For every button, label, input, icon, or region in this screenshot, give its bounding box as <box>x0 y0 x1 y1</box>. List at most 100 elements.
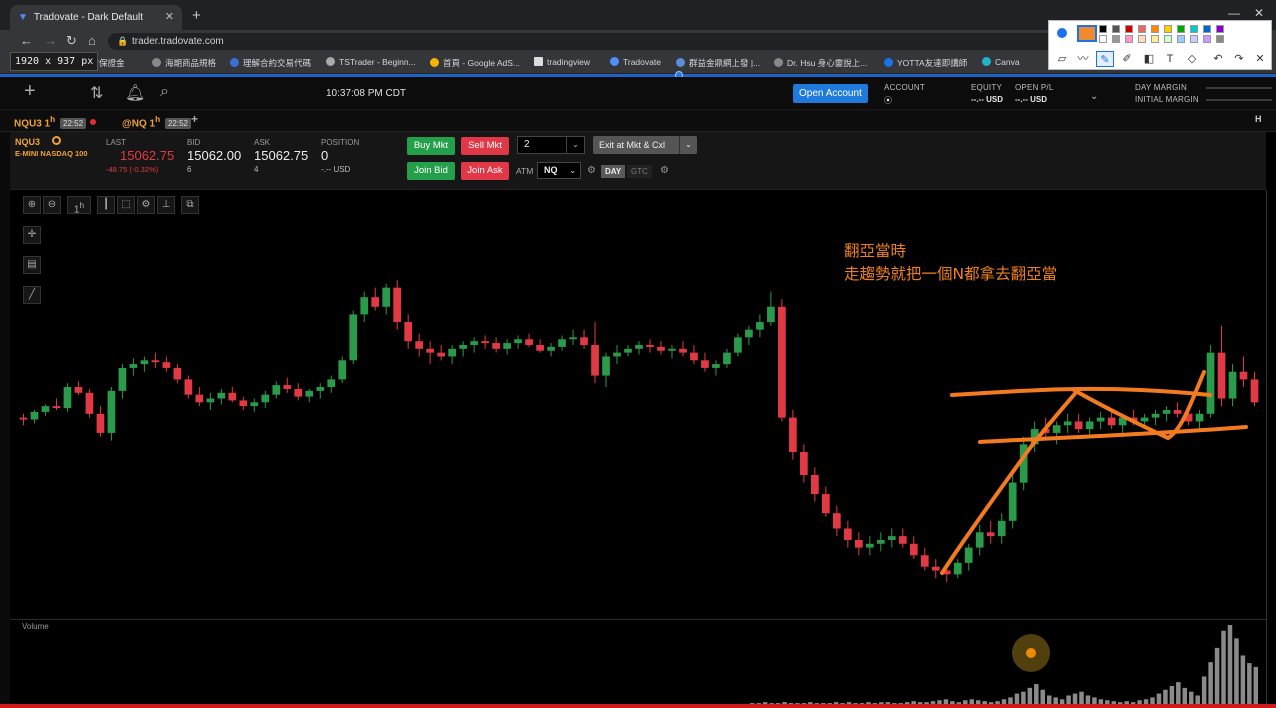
bookmark-item[interactable]: YOTTA友達即講師 <box>884 57 967 69</box>
close-tab-icon[interactable]: ✕ <box>164 11 174 23</box>
search-icon[interactable]: ⌕ <box>160 83 169 100</box>
indicators-icon[interactable]: ⊥ <box>157 196 175 214</box>
gear-icon[interactable]: ⚙ <box>137 196 155 214</box>
tab-nq[interactable]: @NQ 1h 22:52 <box>122 114 191 130</box>
close-icon[interactable]: ✕ <box>1255 53 1265 65</box>
color-swatch[interactable] <box>1190 35 1198 43</box>
color-swatch[interactable] <box>1177 35 1185 43</box>
highlighter-icon[interactable]: ✐ <box>1122 53 1132 65</box>
bookmark-item[interactable]: 首頁 - Google AdS... <box>430 57 520 69</box>
fill-icon[interactable]: ◧ <box>1143 53 1155 65</box>
bookmark-item[interactable]: 海期商品規格 <box>152 57 216 69</box>
undo-icon[interactable]: ↶ <box>1213 53 1223 65</box>
bookmark-item[interactable]: Canva <box>982 57 1020 67</box>
atm-select[interactable]: NQ ⌄ <box>537 162 581 179</box>
bookmark-item[interactable]: 理解合約交易代碼 <box>230 57 311 69</box>
candle-body <box>195 394 204 403</box>
price-chart[interactable]: ⊕ ⊖ 1h ┃ ⬚ ⚙ ⊥ ⧉ ✛ ▤ ╱ 翻亞當時 走趨勢就把一個N都拿去翻… <box>10 190 1266 618</box>
color-swatch[interactable] <box>1125 35 1133 43</box>
color-swatch[interactable] <box>1099 35 1107 43</box>
bookmark-item[interactable]: tradingview <box>534 57 590 67</box>
bookmark-item[interactable]: 期貨保證金 <box>82 58 125 68</box>
bookmark-item[interactable]: 群益金鼎網上發 |... <box>676 57 760 69</box>
ask-price: 15062.75 <box>254 148 309 163</box>
color-swatch[interactable] <box>1151 35 1159 43</box>
gtc-toggle[interactable]: GTC <box>627 165 652 178</box>
exit-at-market-button[interactable]: Exit at Mkt & Cxl ⌄ <box>593 136 697 154</box>
bookmark-item[interactable]: Tradovate <box>610 57 661 67</box>
layout-icon[interactable]: ⧉ <box>181 196 199 214</box>
notes-icon[interactable]: ▤ <box>23 256 41 274</box>
color-swatch[interactable] <box>1203 35 1211 43</box>
day-toggle[interactable]: DAY <box>601 165 626 178</box>
color-swatch[interactable] <box>1203 25 1211 33</box>
add-tab-button[interactable]: + <box>191 112 199 126</box>
color-swatch[interactable] <box>1099 25 1107 33</box>
candlestick-plot[interactable] <box>10 190 1266 618</box>
buy-market-button[interactable]: Buy Mkt <box>407 137 455 155</box>
crosshair-icon[interactable]: ✛ <box>23 226 41 244</box>
gear-icon[interactable]: ⚙ <box>587 165 596 176</box>
sell-market-button[interactable]: Sell Mkt <box>461 137 509 155</box>
candle-body <box>437 352 446 357</box>
minimize-window-button[interactable]: — <box>1228 6 1240 20</box>
quantity-stepper[interactable]: 2 ⌄ <box>517 136 585 154</box>
color-swatch[interactable] <box>1138 25 1146 33</box>
chevron-down-icon[interactable]: ⌄ <box>566 137 584 153</box>
text-icon[interactable]: T <box>1166 53 1174 65</box>
color-swatch[interactable] <box>1177 25 1185 33</box>
color-swatch[interactable] <box>1138 35 1146 43</box>
tab-nqu3[interactable]: NQU3 1h 22:52 <box>14 114 97 130</box>
forward-icon[interactable]: → <box>44 33 57 48</box>
close-window-button[interactable]: ✕ <box>1254 6 1265 20</box>
home-icon[interactable]: ⌂ <box>88 33 96 48</box>
url-field[interactable]: 🔒 trader.tradovate.com <box>108 33 1178 50</box>
reload-icon[interactable]: ↻ <box>66 33 77 48</box>
zoom-in-icon[interactable]: ⊕ <box>23 196 41 214</box>
video-progress-bar[interactable] <box>0 704 1276 708</box>
candle-body <box>371 297 380 307</box>
bookmark-item[interactable]: TSTrader - Beginn... <box>326 57 416 67</box>
symbol[interactable]: NQU3 <box>15 137 41 147</box>
color-swatch[interactable] <box>1125 25 1133 33</box>
pen-icon[interactable]: ✎ <box>1096 51 1114 67</box>
gear-icon[interactable]: ⚙ <box>660 165 669 176</box>
volume-bar <box>969 699 975 705</box>
clock: 10:37:08 PM CDT <box>326 88 407 99</box>
open-account-button[interactable]: Open Account <box>793 84 868 103</box>
color-swatch[interactable] <box>1112 35 1120 43</box>
chevron-down-icon[interactable]: ⌄ <box>679 136 697 154</box>
eraser-icon[interactable]: ◇ <box>1187 53 1197 65</box>
back-icon[interactable]: ← <box>20 33 33 48</box>
browser-tab[interactable]: ▼ Tradovate - Dark Default ✕ <box>10 5 182 30</box>
join-bid-button[interactable]: Join Bid <box>407 162 455 180</box>
h-toggle[interactable]: H <box>1255 114 1262 124</box>
color-swatch[interactable] <box>1164 35 1172 43</box>
color-swatch[interactable] <box>1216 25 1224 33</box>
zoom-out-icon[interactable]: ⊖ <box>43 196 61 214</box>
color-swatch[interactable] <box>1151 25 1159 33</box>
select-area-icon[interactable]: ⬚ <box>117 196 135 214</box>
color-swatch[interactable] <box>1216 35 1224 43</box>
transfer-icon[interactable]: ⇅ <box>90 85 104 102</box>
chevron-down-icon[interactable]: ⌄ <box>1090 91 1099 102</box>
account-select-icon[interactable]: ⦿ <box>884 96 893 105</box>
line-icon[interactable]: 〰 <box>1077 53 1089 65</box>
bell-icon[interactable]: 🔔︎ <box>125 85 146 102</box>
bookmark-item[interactable]: Dr. Hsu 身心靈說上... <box>774 57 867 69</box>
selected-color-swatch[interactable] <box>1077 25 1097 42</box>
price-axis[interactable] <box>1266 190 1276 708</box>
color-swatch[interactable] <box>1112 25 1120 33</box>
new-tab-button[interactable]: + <box>192 7 201 24</box>
redo-icon[interactable]: ↷ <box>1234 53 1244 65</box>
draw-line-icon[interactable]: ╱ <box>23 286 41 304</box>
timeframe-button[interactable]: 1h <box>67 196 91 215</box>
shape-icon[interactable]: ▱ <box>1057 53 1067 65</box>
add-icon[interactable]: + <box>24 80 36 102</box>
candle-body <box>250 402 259 407</box>
join-ask-button[interactable]: Join Ask <box>461 162 509 180</box>
candle-type-icon[interactable]: ┃ <box>97 196 115 214</box>
color-swatch[interactable] <box>1190 25 1198 33</box>
pen-size-dot[interactable] <box>1057 28 1067 38</box>
color-swatch[interactable] <box>1164 25 1172 33</box>
